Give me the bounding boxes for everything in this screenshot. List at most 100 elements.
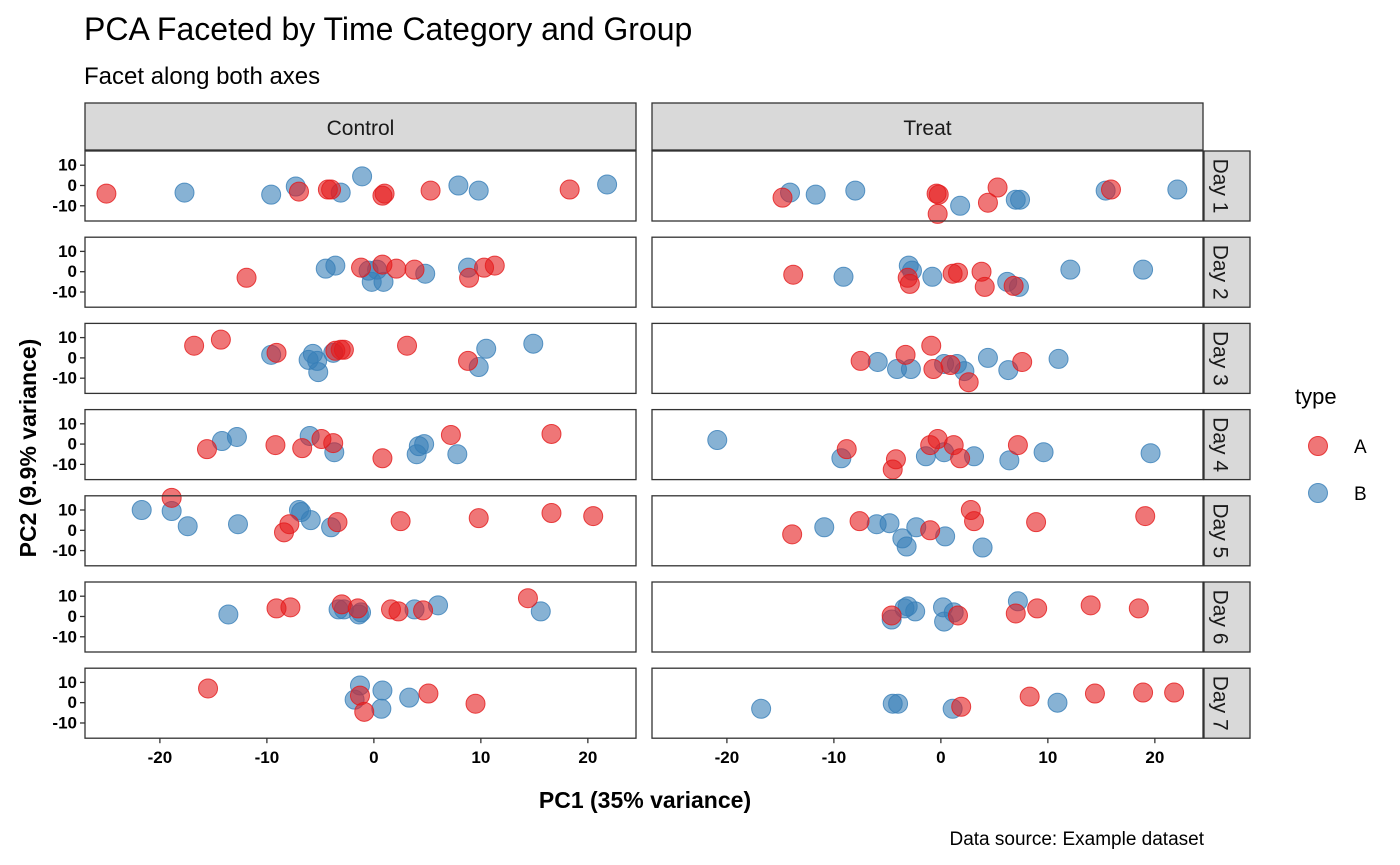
- point-a: [327, 512, 348, 533]
- point-a: [161, 487, 182, 508]
- point-a: [951, 696, 972, 717]
- strip-label-day-4: Day 4: [1209, 417, 1232, 472]
- point-a: [1005, 603, 1026, 624]
- point-a: [923, 359, 944, 380]
- point-b: [888, 693, 909, 714]
- strip-day-7: [1203, 667, 1251, 739]
- point-a: [928, 184, 949, 205]
- point-a: [1026, 512, 1047, 533]
- point-b: [371, 698, 392, 719]
- point-b: [867, 351, 888, 372]
- point-a: [1084, 683, 1105, 704]
- y-tick-label: 10: [58, 156, 77, 175]
- point-a: [927, 203, 948, 224]
- y-tick-label: 10: [58, 501, 77, 520]
- y-tick-label: 0: [68, 348, 77, 367]
- point-a: [1128, 598, 1149, 619]
- point-b: [922, 266, 943, 287]
- legend-key-b: [1308, 483, 1328, 503]
- point-b: [833, 266, 854, 287]
- y-tick-label: 0: [68, 607, 77, 626]
- point-a: [1133, 682, 1154, 703]
- panel-background: [652, 323, 1203, 394]
- point-b: [950, 195, 971, 216]
- panel-treat-day-4: [651, 408, 1204, 481]
- point-a: [266, 342, 287, 363]
- legend-title: type: [1295, 384, 1337, 409]
- panel-border: [651, 236, 1204, 308]
- point-a: [1019, 686, 1040, 707]
- point-b: [805, 184, 826, 205]
- point-a: [354, 701, 375, 722]
- point-a: [333, 339, 354, 360]
- point-a: [390, 511, 411, 532]
- point-b: [977, 347, 998, 368]
- point-b: [352, 166, 373, 187]
- y-tick-label: 0: [68, 435, 77, 454]
- x-tick-label: 20: [1145, 748, 1164, 767]
- point-b: [879, 513, 900, 534]
- point-a: [404, 259, 425, 280]
- caption: Data source: Example dataset: [949, 829, 1204, 850]
- y-tick-label: 10: [58, 587, 77, 606]
- panel-background: [652, 151, 1203, 221]
- point-a: [1003, 275, 1024, 296]
- point-a: [236, 267, 257, 288]
- point-b: [476, 338, 497, 359]
- panel-control-day-2: [84, 236, 637, 308]
- point-a: [947, 605, 968, 626]
- point-a: [1135, 506, 1156, 527]
- point-a: [882, 459, 903, 480]
- point-a: [559, 179, 580, 200]
- strip-label-day-5: Day 5: [1209, 503, 1232, 558]
- panel-treat-day-5: [651, 495, 1204, 567]
- strip-label-day-6: Day 6: [1209, 590, 1232, 645]
- strip-day-4: [1203, 408, 1251, 481]
- point-a: [397, 335, 418, 356]
- legend: type A B: [1295, 384, 1367, 505]
- panel-control-day-3: [84, 322, 637, 395]
- panel-border: [651, 408, 1204, 481]
- point-b: [530, 601, 551, 622]
- y-tick-label: -10: [52, 455, 77, 474]
- strip-label-day-2: Day 2: [1209, 245, 1232, 300]
- point-a: [196, 439, 217, 460]
- point-a: [1080, 595, 1101, 616]
- y-tick-label: -10: [52, 627, 77, 646]
- point-b: [523, 333, 544, 354]
- y-tick-label: 10: [58, 414, 77, 433]
- x-tick-label: -20: [148, 748, 173, 767]
- point-a: [541, 503, 562, 524]
- point-b: [1060, 259, 1081, 280]
- strip-label-day-7: Day 7: [1209, 676, 1232, 731]
- legend-label-a: A: [1354, 437, 1367, 458]
- panel-border: [651, 150, 1204, 222]
- point-a: [1007, 435, 1028, 456]
- point-a: [321, 179, 342, 200]
- x-tick-label: 10: [1038, 748, 1057, 767]
- point-a: [1012, 351, 1033, 372]
- panel-treat-day-6: [651, 581, 1204, 653]
- point-a: [964, 511, 985, 532]
- strip-label-control: Control: [327, 117, 395, 140]
- y-tick-label: 0: [68, 693, 77, 712]
- point-b: [1048, 348, 1069, 369]
- point-a: [940, 354, 961, 375]
- point-b: [972, 537, 993, 558]
- strip-label-day-3: Day 3: [1209, 331, 1232, 386]
- y-tick-label: 10: [58, 242, 77, 261]
- point-a: [413, 600, 434, 621]
- panel-control-day-5: [84, 487, 637, 567]
- point-b: [131, 500, 152, 521]
- point-b: [999, 450, 1020, 471]
- y-tick-label: 10: [58, 328, 77, 347]
- point-a: [465, 693, 486, 714]
- point-a: [484, 255, 505, 276]
- point-b: [447, 444, 468, 465]
- y-axis-title: PC2 (9.9% variance): [15, 339, 41, 558]
- point-a: [198, 678, 219, 699]
- strip-control: [84, 102, 637, 151]
- panel-control-day-6: [84, 581, 637, 653]
- point-a: [947, 262, 968, 283]
- x-tick-label: -10: [822, 748, 847, 767]
